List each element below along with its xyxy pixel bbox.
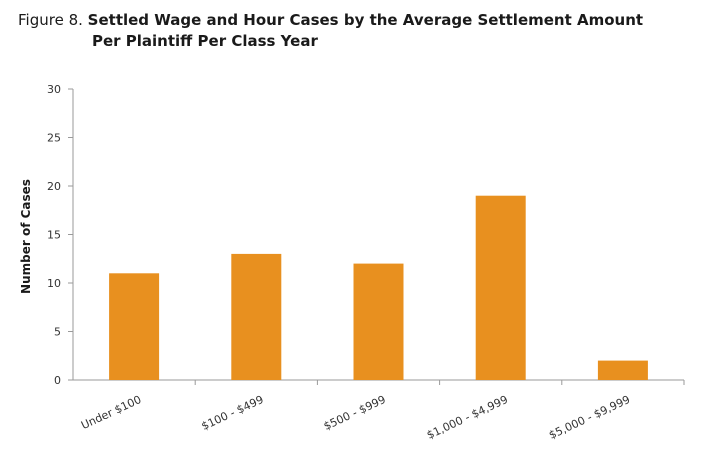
chart-title: Figure 8. Settled Wage and Hour Cases by… [18, 10, 688, 52]
x-tick-label: $100 - $499 [199, 393, 265, 433]
figure-label: Figure 8. [18, 11, 83, 29]
y-tick-label: 10 [47, 277, 61, 290]
bar [109, 273, 160, 380]
y-tick-label: 25 [47, 132, 61, 145]
bar [353, 263, 404, 380]
y-axis-title: Number of Cases [19, 179, 33, 294]
x-tick-label: Under $100 [79, 393, 143, 432]
y-tick-label: 30 [47, 83, 61, 96]
title-text-2: Per Plaintiff Per Class Year [92, 32, 318, 50]
y-tick-label: 15 [47, 229, 61, 242]
bar [231, 253, 282, 380]
title-line-1: Figure 8. Settled Wage and Hour Cases by… [18, 10, 688, 31]
y-tick-label: 5 [54, 326, 61, 339]
y-tick-label: 20 [47, 180, 61, 193]
x-tick-label: $5,000 - $9,999 [547, 393, 632, 442]
y-tick-label: 0 [54, 374, 61, 387]
bar [475, 195, 526, 380]
x-tick-label: $500 - $999 [322, 393, 388, 433]
title-text-1: Settled Wage and Hour Cases by the Avera… [87, 11, 644, 29]
bar [597, 360, 648, 380]
x-tick-label: $1,000 - $4,999 [425, 393, 510, 442]
